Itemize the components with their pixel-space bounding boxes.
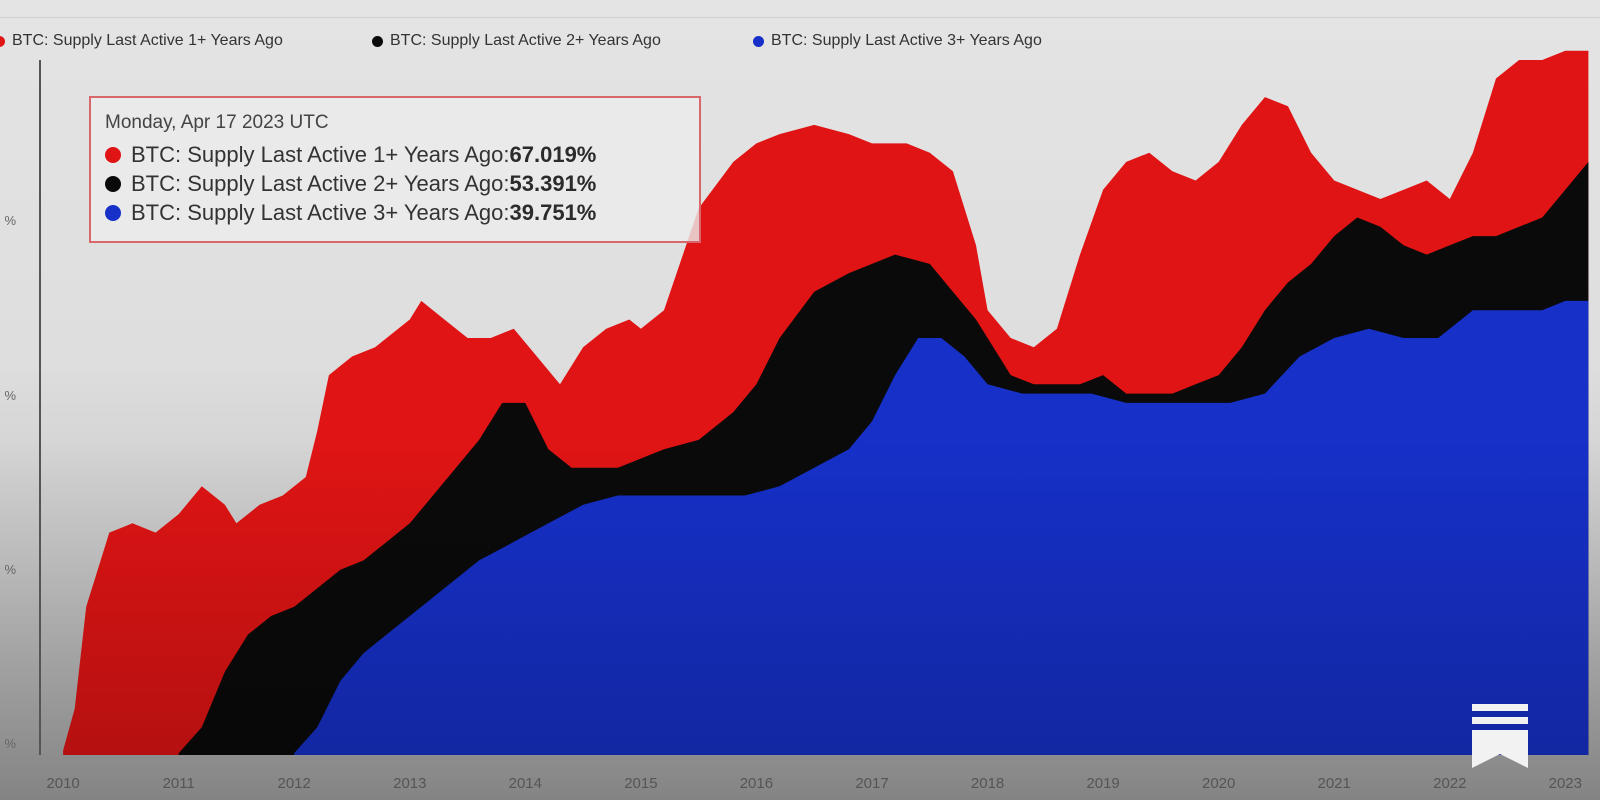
tooltip-dot-1y bbox=[105, 146, 121, 163]
x-tick-label: 2019 bbox=[1086, 775, 1119, 792]
x-tick-label: 2016 bbox=[740, 775, 773, 792]
tooltip-label-1y: BTC: Supply Last Active 1+ Years Ago: bbox=[131, 141, 510, 167]
y-axis-ticks: %%%% bbox=[4, 213, 16, 751]
tooltip-value-1y: 67.019% bbox=[509, 141, 597, 167]
bookmark-logo-icon bbox=[1472, 704, 1528, 768]
tooltip-value-2y: 53.391% bbox=[509, 170, 597, 196]
y-tick-label: % bbox=[4, 388, 16, 403]
tooltip-dot-2y bbox=[105, 175, 121, 192]
x-tick-label: 2018 bbox=[971, 775, 1004, 792]
y-tick-label: % bbox=[4, 213, 16, 228]
x-tick-label: 2011 bbox=[163, 775, 195, 792]
tooltip-row-2y: BTC: Supply Last Active 2+ Years Ago: 53… bbox=[105, 169, 685, 198]
x-tick-label: 2021 bbox=[1318, 775, 1351, 792]
tooltip-value-3y: 39.751% bbox=[509, 199, 597, 225]
x-tick-label: 2020 bbox=[1202, 775, 1235, 792]
tooltip-date: Monday, Apr 17 2023 UTC bbox=[105, 112, 329, 133]
x-axis-ticks: 2010 2011 2012 2013 2014 2015 2016 2017 2018 2019… bbox=[46, 775, 1582, 792]
y-tick-label: % bbox=[4, 562, 16, 577]
x-tick-label: 2023 bbox=[1549, 775, 1582, 792]
x-tick-label: 2010 bbox=[46, 775, 79, 792]
x-tick-label: 2015 bbox=[624, 775, 657, 792]
x-tick-label: 2022 bbox=[1433, 775, 1466, 792]
x-tick-label: 2013 bbox=[393, 775, 426, 792]
x-tick-label: 2014 bbox=[509, 775, 542, 792]
hover-tooltip: Monday, Apr 17 2023 UTC BTC: Supply Last… bbox=[89, 96, 701, 243]
x-tick-label: 2012 bbox=[278, 775, 311, 792]
tooltip-dot-3y bbox=[105, 204, 121, 221]
tooltip-row-1y: BTC: Supply Last Active 1+ Years Ago: 67… bbox=[105, 140, 685, 169]
y-tick-label: % bbox=[4, 736, 16, 751]
tooltip-row-3y: BTC: Supply Last Active 3+ Years Ago: 39… bbox=[105, 198, 685, 227]
tooltip-label-2y: BTC: Supply Last Active 2+ Years Ago: bbox=[131, 170, 510, 196]
tooltip-label-3y: BTC: Supply Last Active 3+ Years Ago: bbox=[131, 199, 510, 225]
x-tick-label: 2017 bbox=[855, 775, 888, 792]
